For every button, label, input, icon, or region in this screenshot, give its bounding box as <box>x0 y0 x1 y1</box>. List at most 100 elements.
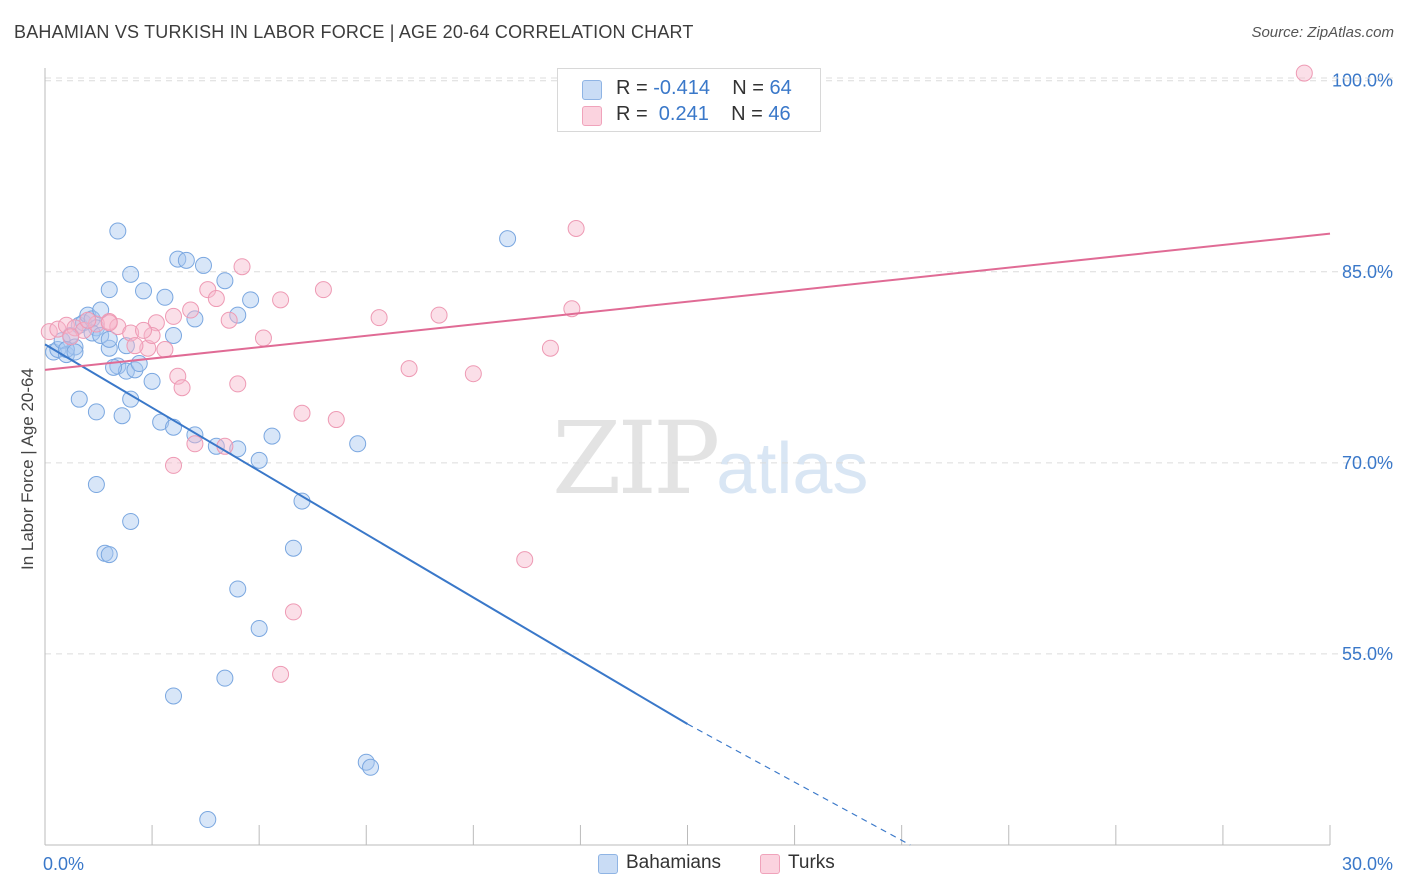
y-tick-label: 55.0% <box>1342 644 1393 664</box>
bahamians-point <box>143 372 161 390</box>
turks-point <box>430 306 448 324</box>
legend-n-label: N = <box>732 77 770 99</box>
turks-point <box>233 258 251 276</box>
turks-point <box>541 339 559 357</box>
turks-point <box>62 328 80 346</box>
turks-point <box>100 314 118 332</box>
bahamians-point <box>499 230 517 248</box>
legend-swatch-bahamians <box>582 80 602 100</box>
turks-point <box>272 291 290 309</box>
bahamians-point <box>250 451 268 469</box>
bahamians-point <box>199 811 217 829</box>
bahamians-point <box>130 355 148 373</box>
legend-r-label: R = <box>616 103 654 125</box>
turks-point <box>156 341 174 359</box>
turks-point <box>135 321 153 339</box>
bahamians-point <box>165 326 182 344</box>
bahamians-point <box>87 403 105 421</box>
bahamians-point <box>229 580 247 598</box>
bahamians-point <box>156 288 174 306</box>
turks-point <box>182 301 200 319</box>
legend-stats-turks: R = 0.241 N = 46 <box>616 103 791 126</box>
watermark-zip: ZIP <box>552 400 720 517</box>
turks-point <box>567 219 585 237</box>
bahamians-point <box>362 758 380 776</box>
turks-point <box>207 290 225 308</box>
bahamians-point <box>263 427 281 445</box>
turks-point <box>254 329 272 347</box>
bahamians-point <box>122 512 140 530</box>
bahamians-trend-extension <box>687 723 911 846</box>
bahamians-point <box>100 281 118 299</box>
turks-point <box>87 315 105 333</box>
bahamians-point <box>216 272 234 290</box>
turks-point <box>165 456 182 474</box>
turks-point <box>272 665 290 683</box>
turks-point <box>147 314 165 332</box>
watermark: ZIPatlas <box>552 400 868 517</box>
bahamians-point <box>87 476 105 494</box>
bahamians-point <box>349 435 367 453</box>
bahamians-point <box>70 390 88 408</box>
turks-point <box>122 324 140 342</box>
turks-point <box>165 307 182 325</box>
stats-legend: R = -0.414 N = 64 R = 0.241 N = 46 <box>557 68 821 132</box>
legend-swatch-turks <box>582 106 602 126</box>
legend-r-label: R = <box>616 77 654 99</box>
bottom-legend-label-turks: Turks <box>788 852 835 873</box>
bahamians-point <box>117 362 135 380</box>
bahamians-point <box>113 407 131 425</box>
bottom-legend-swatch-turks <box>760 854 780 874</box>
bahamians-point <box>109 222 127 240</box>
legend-n-value: 46 <box>768 103 791 125</box>
bottom-legend-label-bahamians: Bahamians <box>626 852 722 873</box>
turks-point <box>284 603 302 621</box>
turks-point <box>220 311 238 329</box>
bahamians-point <box>117 337 135 355</box>
turks-point <box>370 309 388 327</box>
bahamians-point <box>165 418 182 436</box>
bahamians-point <box>242 291 260 309</box>
turks-point <box>314 281 332 299</box>
bahamians-point <box>229 306 247 324</box>
turks-point <box>1295 64 1313 82</box>
bahamians-point <box>229 440 247 458</box>
bahamians-point <box>92 326 110 344</box>
legend-r-value: 0.241 <box>653 103 709 125</box>
x-tick-label: 30.0% <box>1342 854 1393 874</box>
turks-point <box>327 411 345 429</box>
bahamians-point <box>122 265 140 283</box>
bahamians-point <box>165 687 182 705</box>
bahamians-point <box>186 310 204 328</box>
turks-point <box>400 360 418 378</box>
y-tick-label: 100.0% <box>1332 71 1393 91</box>
turks-point <box>49 320 67 338</box>
bottom-legend-swatch-bahamians <box>598 854 618 874</box>
bahamians-point <box>169 250 187 268</box>
chart-title: BAHAMIAN VS TURKISH IN LABOR FORCE | AGE… <box>14 22 694 42</box>
watermark-atlas: atlas <box>716 429 869 509</box>
bahamians-point <box>194 256 212 274</box>
y-tick-label: 70.0% <box>1342 453 1393 473</box>
turks-point <box>173 379 191 397</box>
turks-point <box>199 281 217 299</box>
turks-point <box>139 339 157 357</box>
bahamians-point <box>284 539 302 557</box>
legend-r-value: -0.414 <box>653 77 710 99</box>
turks-point <box>186 435 204 453</box>
turks-point <box>516 551 534 569</box>
bahamians-point <box>92 301 110 319</box>
y-axis-label: In Labor Force | Age 20-64 <box>18 368 37 570</box>
turks-point <box>126 337 144 355</box>
bahamians-point <box>250 619 268 637</box>
turks-trend-line <box>44 232 1331 371</box>
x-tick-label: 0.0% <box>43 854 84 874</box>
bahamians-point <box>177 251 195 269</box>
bahamians-point <box>152 413 170 431</box>
bahamians-trend-line <box>44 343 689 725</box>
turks-point <box>464 365 482 383</box>
y-tick-label: 85.0% <box>1342 262 1393 282</box>
turks-point <box>293 404 311 422</box>
turks-point <box>143 326 161 344</box>
